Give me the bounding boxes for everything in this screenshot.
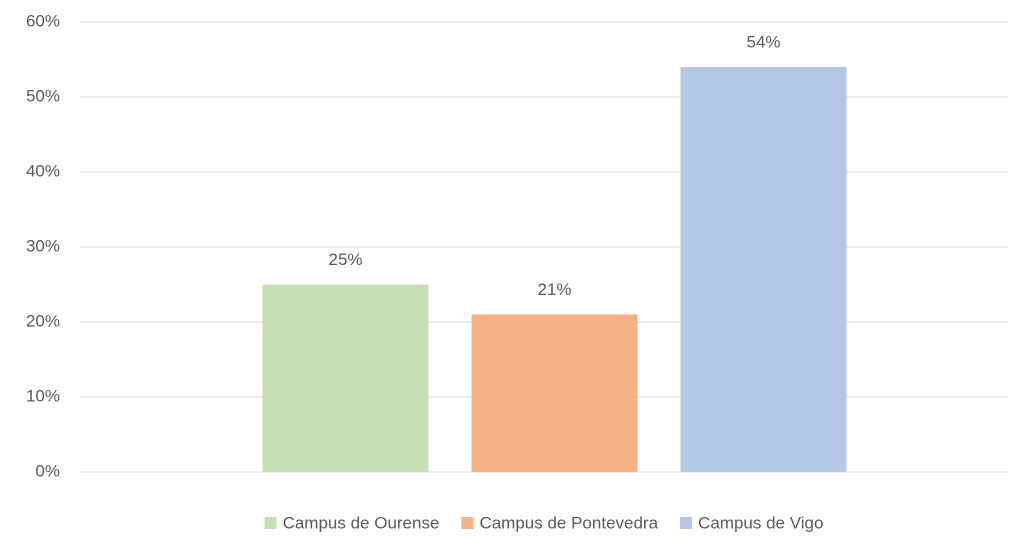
y-tick-label: 0% (35, 461, 60, 480)
y-tick-label: 60% (26, 11, 60, 30)
legend-label: Campus de Ourense (283, 513, 440, 532)
bar (262, 284, 429, 472)
bar (471, 314, 638, 472)
legend-swatch (680, 517, 693, 529)
legend-label: Campus de Pontevedra (479, 513, 658, 532)
data-label: 21% (537, 280, 571, 299)
legend-swatch (264, 517, 277, 529)
legend-label: Campus de Vigo (698, 513, 823, 532)
y-tick-label: 40% (26, 161, 60, 180)
data-label: 54% (746, 32, 780, 51)
y-tick-label: 30% (26, 236, 60, 255)
data-label: 25% (328, 250, 362, 269)
y-tick-label: 50% (26, 86, 60, 105)
bar (680, 67, 847, 472)
y-tick-label: 20% (26, 311, 60, 330)
y-tick-label: 10% (26, 386, 60, 405)
legend-swatch (461, 517, 474, 529)
